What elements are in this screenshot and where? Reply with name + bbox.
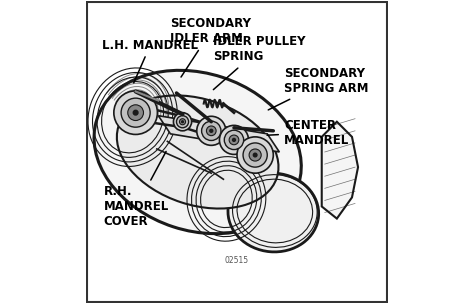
Circle shape (229, 135, 239, 145)
Circle shape (133, 110, 138, 115)
Polygon shape (158, 116, 279, 152)
Ellipse shape (228, 173, 319, 252)
Circle shape (180, 119, 185, 125)
Circle shape (210, 130, 213, 132)
Text: R.H.
MANDREL
COVER: R.H. MANDREL COVER (104, 151, 169, 228)
Circle shape (237, 137, 273, 173)
Circle shape (121, 98, 150, 127)
Circle shape (233, 138, 236, 141)
Circle shape (224, 130, 244, 150)
Circle shape (114, 91, 157, 134)
Text: CENTER
MANDREL: CENTER MANDREL (267, 119, 349, 147)
Ellipse shape (117, 95, 279, 209)
Circle shape (176, 116, 189, 128)
Circle shape (128, 105, 144, 120)
Ellipse shape (94, 70, 301, 234)
Circle shape (197, 116, 226, 145)
Text: SECONDARY
IDLER ARM: SECONDARY IDLER ARM (171, 17, 251, 77)
Circle shape (249, 149, 261, 161)
Circle shape (182, 121, 183, 123)
FancyBboxPatch shape (87, 2, 387, 302)
Text: L.H. MANDREL: L.H. MANDREL (102, 39, 198, 83)
Circle shape (219, 125, 248, 154)
Circle shape (207, 126, 216, 136)
Circle shape (173, 113, 191, 131)
Polygon shape (322, 122, 358, 219)
Circle shape (243, 143, 267, 167)
Text: IDLER PULLEY
SPRING: IDLER PULLEY SPRING (213, 36, 305, 90)
Text: 02515: 02515 (225, 257, 249, 265)
Circle shape (253, 153, 257, 157)
Text: SECONDARY
SPRING ARM: SECONDARY SPRING ARM (268, 67, 368, 110)
Circle shape (201, 121, 221, 140)
